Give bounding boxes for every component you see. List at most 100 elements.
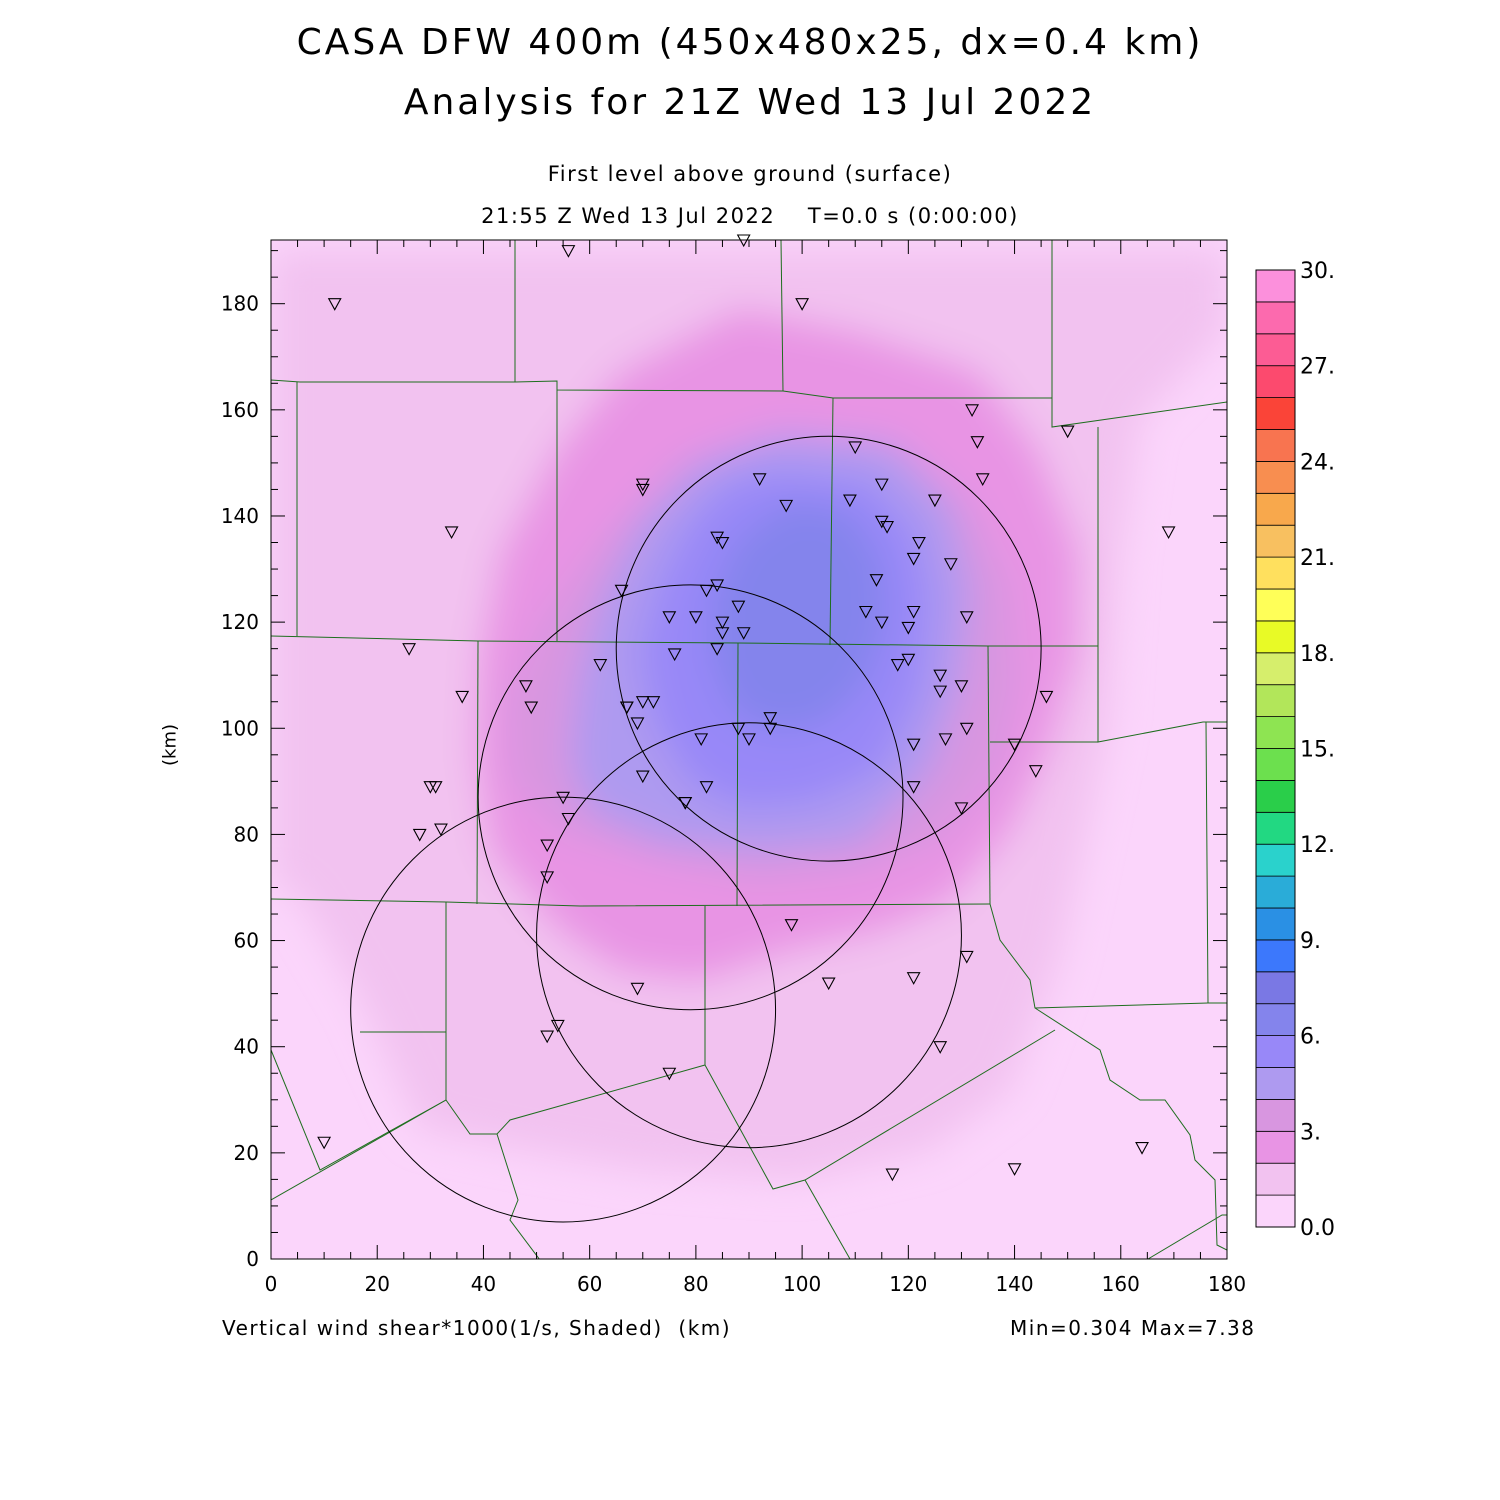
station-marker [965, 404, 979, 417]
station-marker [688, 611, 703, 624]
colorbar-swatch [1255, 301, 1296, 335]
radar-range-rings [350, 435, 1042, 1223]
station-marker [694, 733, 709, 747]
y-tick-label: 120 [221, 610, 259, 634]
station-marker [678, 797, 693, 810]
station-marker [763, 722, 778, 736]
colorbar-label: 12. [1300, 833, 1335, 858]
colorbar-frame [1255, 269, 1296, 1228]
x-tick-label: 100 [783, 1272, 821, 1296]
station-marker [784, 919, 799, 932]
station-marker [561, 812, 576, 826]
boundary-sw-1 [271, 1049, 447, 1171]
station-marker [699, 584, 714, 598]
boundary-river [989, 903, 1227, 1251]
station-marker [959, 950, 974, 964]
colorbar-label: 9. [1300, 929, 1321, 954]
station-marker [752, 473, 767, 486]
station-marker [519, 680, 533, 693]
x-tick-label: 140 [995, 1272, 1033, 1296]
field-label: Vertical wind shear*1000(1/s, Shaded) (k… [222, 1316, 731, 1340]
station-marker [795, 298, 810, 311]
colorbar-swatch [1255, 1067, 1296, 1100]
colorbar-label: 24. [1300, 450, 1335, 475]
station-marker [1007, 1163, 1022, 1176]
station-marker [1135, 1141, 1149, 1155]
colorbar: 0.0 3. 6. 9. 12. 15. 18. 21. 24. 27. 30. [1255, 259, 1335, 1241]
level-label: First level above ground (surface) [547, 162, 953, 186]
boundary-north-3 [780, 240, 784, 392]
station-marker [1028, 765, 1043, 778]
x-tick-label: 40 [471, 1272, 496, 1296]
colorbar-swatch [1255, 620, 1296, 654]
x-tick-label: 180 [1208, 1272, 1246, 1296]
station-marker [715, 627, 730, 640]
station-marker [763, 712, 778, 725]
colorbar-swatch [1255, 269, 1296, 303]
colorbar-swatch [1255, 365, 1296, 399]
x-tick-label: 0 [265, 1272, 278, 1296]
colorbar-swatch [1255, 429, 1296, 462]
station-marker [593, 659, 608, 672]
colorbar-swatch [1255, 1099, 1296, 1132]
station-marker [524, 701, 539, 715]
colorbar-swatch [1255, 1035, 1296, 1068]
radar-ring-4 [350, 796, 777, 1223]
x-axis-label: (km) [678, 1316, 732, 1340]
boundary-sw-2 [271, 1099, 447, 1201]
station-marker [710, 579, 725, 593]
station-marker [842, 494, 857, 508]
station-marker [874, 478, 889, 492]
station-marker [927, 494, 942, 508]
station-marker [933, 685, 948, 699]
x-tick-label: 120 [889, 1272, 927, 1296]
station-marker [821, 977, 836, 991]
y-tick-label: 60 [234, 929, 259, 953]
station-marker [412, 828, 427, 842]
station-marker [858, 605, 873, 619]
station-marker [954, 680, 969, 693]
station-marker [742, 733, 756, 747]
boundary-mid-2 [829, 397, 834, 646]
colorbar-swatch [1255, 748, 1296, 781]
station-marker [954, 802, 969, 816]
colorbar-swatch [1255, 971, 1296, 1005]
colorbar-swatch [1255, 843, 1296, 877]
field-label-text: Vertical wind shear*1000(1/s, Shaded) [222, 1316, 663, 1340]
station-marker [943, 558, 958, 571]
colorbar-label: 21. [1300, 546, 1335, 571]
station-marker [906, 781, 921, 794]
colorbar-label: 3. [1300, 1120, 1321, 1145]
y-tick-label: 100 [221, 716, 259, 740]
station-marker [731, 722, 746, 736]
radar-ring-2 [477, 584, 904, 1011]
boundary-east-4 [1034, 1002, 1209, 1009]
station-marker [906, 605, 921, 619]
station-marker [635, 696, 650, 709]
station-marker [874, 616, 889, 630]
station-marker [662, 1067, 677, 1081]
station-marker [1161, 526, 1176, 540]
x-tick-label: 160 [1102, 1272, 1140, 1296]
station-marker [327, 298, 342, 311]
station-marker [630, 982, 645, 996]
shade-level-6 [712, 502, 886, 732]
station-marker [715, 616, 730, 630]
colorbar-swatch [1255, 333, 1296, 367]
colorbar-swatch [1255, 556, 1296, 590]
station-marker [550, 1019, 565, 1033]
colorbar-label: 0.0 [1300, 1216, 1335, 1241]
station-marker [667, 648, 682, 662]
boundary-east-1 [1097, 427, 1227, 743]
y-tick-label: 140 [221, 504, 259, 528]
colorbar-swatch [1255, 716, 1296, 749]
station-marker [710, 643, 725, 656]
colorbar-label: 15. [1300, 738, 1335, 763]
y-tick-label: 160 [221, 398, 259, 422]
station-marker [975, 473, 990, 486]
colorbar-swatch [1255, 907, 1296, 941]
colorbar-swatch [1255, 652, 1296, 686]
boundary-col-1 [476, 640, 479, 905]
station-marker [933, 1041, 948, 1054]
shear-field [271, 240, 1227, 1259]
